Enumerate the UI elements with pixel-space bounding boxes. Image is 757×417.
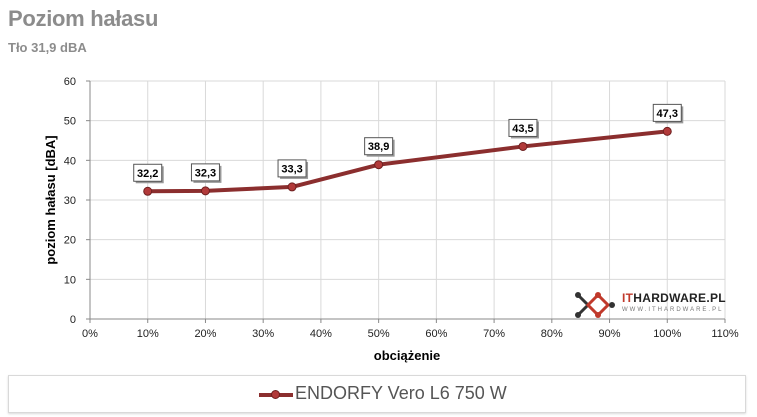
y-tick-label: 60 bbox=[64, 76, 76, 88]
x-tick-label: 90% bbox=[599, 328, 621, 340]
y-tick-label: 20 bbox=[64, 235, 76, 247]
data-point bbox=[143, 186, 153, 196]
x-tick-label: 0% bbox=[82, 328, 98, 340]
data-label-box bbox=[508, 118, 538, 137]
logo-wordmark: ITHARDWARE.PL bbox=[622, 291, 726, 305]
data-label-box bbox=[190, 163, 220, 182]
legend-label: ENDORFY Vero L6 750 W bbox=[295, 383, 507, 403]
logo-url: WWW.ITHARDWARE.PL bbox=[622, 307, 724, 313]
data-labels: 32,2 32,3 33,3 38,9 43,5 47,3 bbox=[133, 103, 684, 184]
axes: 0 10 20 30 40 50 60 0% 10% 20% 30% 40% 50% 60% 70% 80% 9… bbox=[64, 76, 739, 340]
y-tick-label: 30 bbox=[64, 195, 76, 207]
y-tick-label: 50 bbox=[64, 116, 76, 128]
logo-wordmark-prefix: IT bbox=[622, 291, 634, 305]
y-tick-label: 10 bbox=[64, 274, 76, 286]
y-tick-label: 40 bbox=[64, 155, 76, 167]
x-tick-label: 80% bbox=[541, 328, 563, 340]
gridlines bbox=[90, 80, 726, 319]
x-axis-title: obciążenie bbox=[374, 348, 440, 363]
x-tick-label: 110% bbox=[711, 328, 739, 340]
legend: ENDORFY Vero L6 750 W bbox=[8, 375, 746, 413]
x-tick-label: 10% bbox=[137, 328, 159, 340]
data-label-box bbox=[652, 103, 682, 122]
x-tick-label: 70% bbox=[483, 328, 505, 340]
data-point bbox=[374, 160, 384, 170]
data-label: 43,5 bbox=[512, 123, 533, 135]
data-point bbox=[662, 126, 672, 136]
data-label: 38,9 bbox=[368, 141, 389, 153]
y-axis-title: poziom hałasu [dBA] bbox=[43, 135, 58, 264]
legend-entry: ENDORFY Vero L6 750 W bbox=[259, 383, 507, 404]
data-label: 32,2 bbox=[137, 168, 158, 180]
x-tick-label: 60% bbox=[425, 328, 447, 340]
chart-title: Poziom hałasu bbox=[8, 6, 159, 31]
x-tick-label: 30% bbox=[252, 328, 274, 340]
data-point bbox=[287, 182, 297, 192]
ithardware-logo: ITHARDWARE.PL WWW.ITHARDWARE.PL bbox=[574, 291, 734, 321]
series-line bbox=[145, 129, 670, 194]
x-tick-label: 20% bbox=[194, 328, 216, 340]
data-label-box bbox=[364, 137, 394, 156]
data-label-box bbox=[277, 159, 307, 178]
legend-swatch bbox=[259, 385, 293, 403]
x-tick-label: 50% bbox=[368, 328, 390, 340]
ithardware-logo-icon bbox=[575, 292, 615, 318]
data-point bbox=[200, 186, 210, 196]
x-tick-label: 100% bbox=[653, 328, 681, 340]
logo-wordmark-rest: HARDWARE.PL bbox=[633, 291, 726, 305]
x-tick-label: 40% bbox=[310, 328, 332, 340]
data-point bbox=[518, 141, 528, 151]
data-label: 47,3 bbox=[657, 108, 678, 120]
data-label-box bbox=[133, 163, 163, 182]
chart-subtitle: Tło 31,9 dBA bbox=[8, 40, 87, 55]
legend-marker-sample bbox=[271, 389, 280, 399]
data-label: 32,3 bbox=[195, 167, 216, 179]
y-tick-label: 0 bbox=[70, 314, 76, 326]
series-layer bbox=[143, 126, 672, 196]
line-chart: 0 10 20 30 40 50 60 0% 10% 20% 30% 40% 50% 60% 70% 80% 9… bbox=[43, 76, 739, 363]
data-label: 33,3 bbox=[281, 163, 302, 175]
